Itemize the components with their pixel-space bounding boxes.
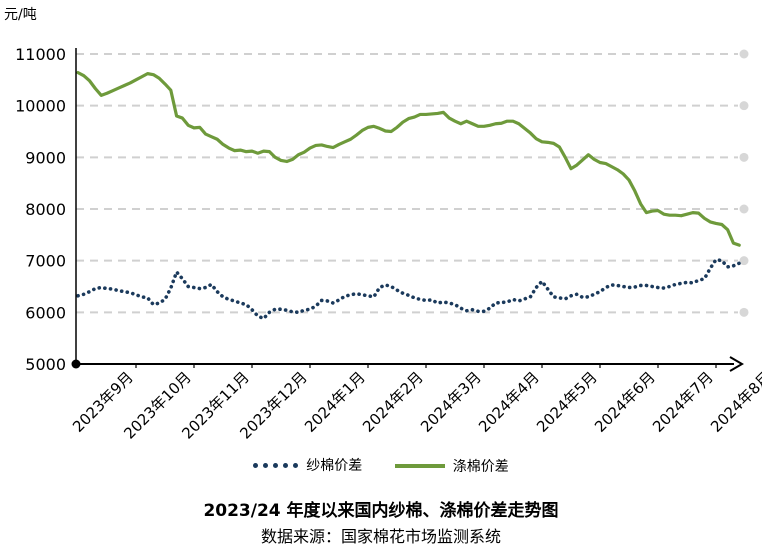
legend-label: 涤棉价差 bbox=[452, 458, 509, 475]
chart-title: 2023/24 年度以来国内纱棉、涤棉价差走势图 bbox=[203, 501, 559, 521]
line-chart: 5000 6000 7000 8000 9000 10000 11000 2023年9月20… bbox=[15, 45, 762, 443]
grid-line-end-dot bbox=[739, 101, 749, 111]
x-tick-labels: 2023年9月2023年10月2023年11月2023年12月2024年1月20… bbox=[69, 368, 762, 442]
solid-line-swatch-icon bbox=[394, 463, 445, 468]
y-tick-label: 6000 bbox=[25, 303, 66, 322]
y-tick-labels: 5000 6000 7000 8000 9000 10000 11000 bbox=[15, 45, 66, 374]
series-line-yarn-cotton bbox=[76, 257, 742, 321]
y-tick-label: 5000 bbox=[25, 355, 66, 374]
x-tick-label: 2024年1月 bbox=[301, 368, 369, 436]
legend-item-polyester-cotton: 涤棉价差 bbox=[394, 456, 509, 476]
y-tick-label: 11000 bbox=[15, 45, 66, 64]
legend-item-yarn-cotton: 纱棉价差 bbox=[253, 455, 362, 475]
y-tick-label: 10000 bbox=[15, 97, 66, 116]
x-tick-label: 2024年8月 bbox=[707, 368, 762, 436]
grid-line-end-dot bbox=[739, 152, 749, 162]
origin-dot-icon bbox=[71, 359, 81, 369]
x-tick-label: 2024年6月 bbox=[591, 368, 659, 436]
legend: 纱棉价差 涤棉价差 bbox=[0, 455, 762, 476]
x-tick-label: 2024年5月 bbox=[533, 368, 601, 436]
grid-line-end-dot bbox=[739, 307, 749, 317]
axes bbox=[71, 48, 744, 372]
legend-label: 纱棉价差 bbox=[306, 458, 363, 474]
x-tick-label: 2024年2月 bbox=[359, 368, 427, 436]
chart-source: 数据来源：国家棉花市场监测系统 bbox=[260, 527, 501, 546]
y-tick-label: 8000 bbox=[25, 200, 66, 219]
series-polyester-cotton bbox=[76, 70, 741, 247]
x-tick-label: 2024年4月 bbox=[475, 368, 543, 436]
grid-line-end-dot bbox=[739, 204, 749, 214]
y-axis-unit-label: 元/吨 bbox=[4, 7, 37, 23]
x-axis-arrow-icon bbox=[729, 356, 744, 372]
y-tick-label: 9000 bbox=[25, 148, 66, 167]
series-line-polyester-cotton bbox=[76, 70, 741, 247]
dotted-line-swatch-icon bbox=[253, 462, 299, 468]
grid-line-end-dot bbox=[739, 49, 749, 59]
series-yarn-cotton bbox=[76, 257, 742, 321]
grid-line-end-dot bbox=[739, 256, 749, 266]
x-tick-label: 2024年7月 bbox=[649, 368, 717, 436]
grid-lines bbox=[76, 49, 749, 317]
x-tick-label: 2024年3月 bbox=[417, 368, 485, 436]
y-tick-label: 7000 bbox=[25, 252, 66, 271]
